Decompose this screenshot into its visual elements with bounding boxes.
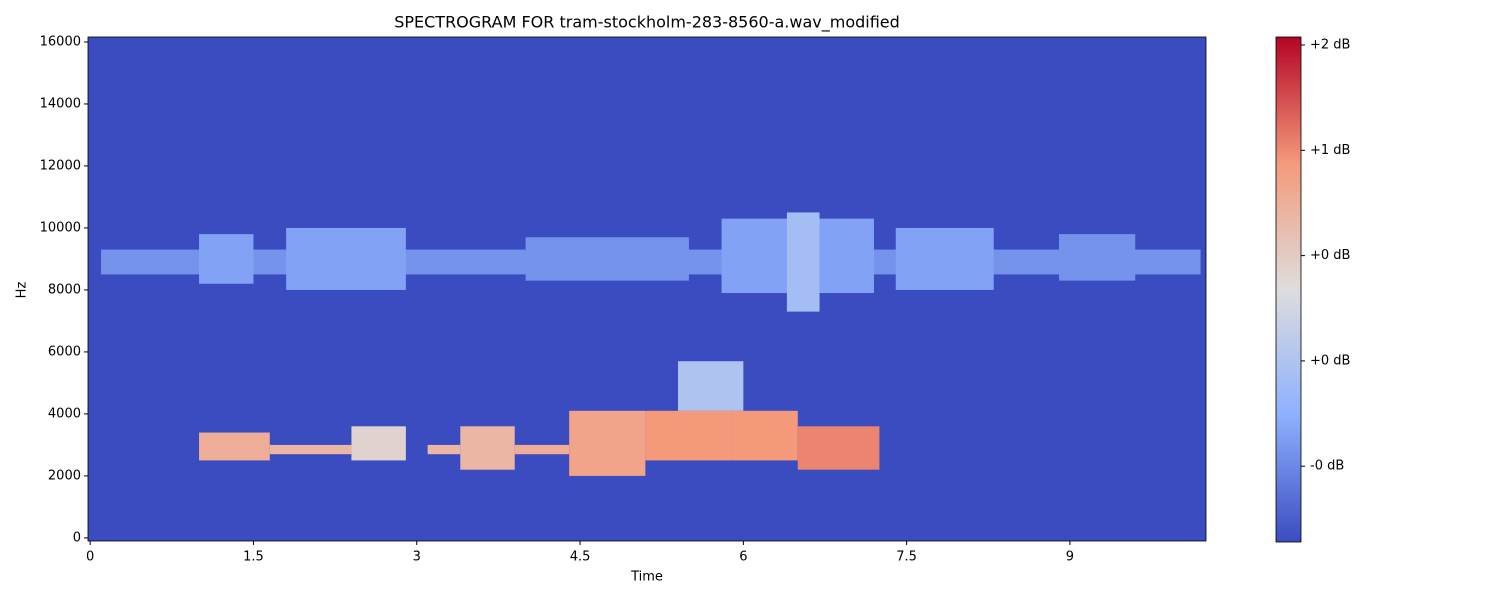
spectral-region: [460, 426, 515, 470]
spectral-region: [525, 237, 689, 281]
colorbar: [1275, 36, 1302, 543]
spectral-region: [645, 410, 733, 461]
chart-title: SPECTROGRAM FOR tram-stockholm-283-8560-…: [394, 13, 900, 33]
colorbar-tick-label: +1 dB: [1310, 143, 1350, 158]
x-tick-label: 3: [413, 550, 421, 565]
plot-background: [88, 37, 1206, 541]
colorbar-tick-label: +2 dB: [1310, 38, 1350, 53]
y-tick-label: 12000: [40, 158, 81, 173]
spectral-region: [786, 212, 820, 312]
colorbar-tick-label: -0 dB: [1310, 459, 1344, 474]
y-tick-label: 4000: [48, 406, 81, 421]
spectral-region: [199, 432, 270, 461]
x-tick-label: 9: [1066, 550, 1074, 565]
spectral-region: [514, 444, 570, 455]
spectral-region: [797, 426, 880, 470]
spectral-region: [199, 234, 254, 284]
x-axis-label: Time: [630, 570, 663, 585]
x-tick-label: 4.5: [570, 550, 591, 565]
y-tick-label: 6000: [48, 344, 81, 359]
x-tick-label: 0: [86, 550, 94, 565]
x-tick-label: 7.5: [896, 550, 917, 565]
colorbar-tick-label: +0 dB: [1310, 353, 1350, 368]
spectral-region: [678, 361, 744, 411]
x-tick-label: 1.5: [243, 550, 264, 565]
y-tick-label: 16000: [40, 34, 81, 49]
y-axis-label: Hz: [15, 282, 30, 299]
spectral-region: [895, 227, 994, 290]
x-tick-label: 6: [739, 550, 747, 565]
y-tick-label: 0: [73, 530, 81, 545]
y-tick-label: 8000: [48, 282, 81, 297]
spectral-region: [569, 410, 646, 476]
y-tick-label: 2000: [48, 468, 81, 483]
spectral-region: [269, 444, 352, 455]
spectral-region: [286, 227, 406, 290]
spectral-region: [427, 444, 461, 455]
colorbar-tick-label: +0 dB: [1310, 248, 1350, 263]
y-tick-label: 14000: [40, 96, 81, 111]
spectral-region: [1059, 234, 1136, 281]
spectral-region: [732, 410, 798, 461]
plot-frame: [87, 36, 1207, 542]
spectral-region: [351, 426, 406, 461]
y-tick-label: 10000: [40, 220, 81, 235]
